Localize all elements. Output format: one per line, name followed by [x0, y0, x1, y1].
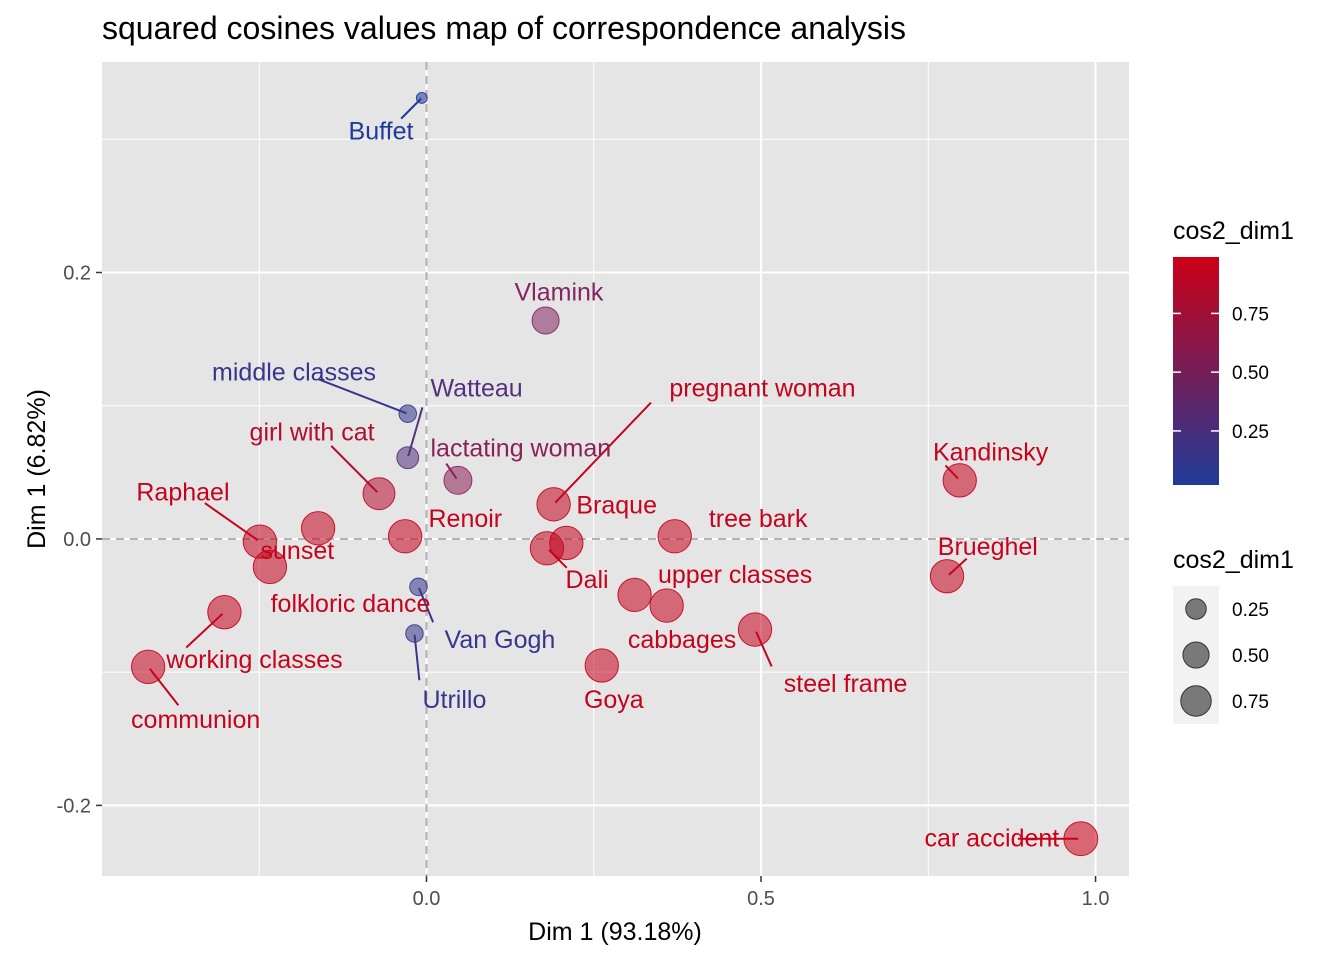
point-label: Renoir [428, 505, 502, 533]
point-label: upper classes [658, 561, 812, 589]
size-legend-label: 0.25 [1232, 600, 1269, 621]
point-label: Kandinsky [933, 438, 1049, 466]
size-legend-key [1185, 598, 1207, 620]
chart-title: squared cosines values map of correspond… [102, 10, 906, 46]
data-point [1063, 821, 1099, 857]
point-label: tree bark [709, 505, 808, 533]
data-point [536, 487, 571, 522]
label-leader-line [318, 378, 407, 415]
data-point [362, 477, 396, 511]
grid-minor [102, 62, 1129, 876]
size-legend-label: 0.75 [1232, 692, 1269, 713]
data-point [300, 511, 336, 546]
point-label: Vlamink [515, 278, 604, 306]
y-tick-label: -0.2 [57, 795, 91, 817]
size-legend: cos2_dim1 0.25 0.50 0.75 [1173, 546, 1294, 724]
data-point [531, 306, 560, 335]
data-point [443, 465, 473, 495]
plot-panel [102, 62, 1129, 876]
point-label: communion [131, 706, 260, 734]
data-point [929, 559, 965, 594]
data-points [131, 92, 1099, 857]
data-point [415, 92, 428, 104]
data-point [252, 549, 288, 585]
point-label: Watteau [431, 374, 523, 402]
axis-ticks: 0.0 0.5 1.0 -0.2 0.0 0.2 [57, 262, 1110, 910]
data-point [409, 577, 428, 597]
data-point [387, 519, 423, 554]
point-label: Utrillo [422, 686, 486, 714]
point-label: working classes [165, 646, 342, 674]
color-bar [1173, 257, 1219, 485]
point-label: steel frame [784, 670, 908, 698]
point-label: Buffet [349, 117, 414, 145]
data-point [529, 531, 565, 566]
point-label: Braque [576, 492, 657, 520]
size-legend-label: 0.50 [1232, 646, 1269, 667]
point-label: lactating woman [431, 434, 612, 462]
point-label: folkloric dance [271, 590, 431, 618]
data-point [617, 577, 652, 613]
size-legend-key [1180, 685, 1212, 717]
x-tick-label: 0.0 [413, 888, 441, 910]
color-legend-label: 0.25 [1232, 422, 1269, 443]
point-label: car accident [924, 825, 1059, 853]
data-point [584, 648, 619, 683]
point-label: Brueghel [938, 533, 1038, 561]
point-label: Raphael [136, 478, 229, 506]
size-legend-title: cos2_dim1 [1173, 546, 1294, 574]
data-point [396, 446, 420, 470]
point-label: pregnant woman [669, 374, 855, 402]
data-point [405, 624, 424, 643]
x-tick-label: 0.5 [747, 888, 775, 910]
point-label: Dali [566, 566, 609, 594]
data-point [131, 649, 166, 684]
x-axis-title: Dim 1 (93.18%) [528, 918, 702, 946]
color-legend-title: cos2_dim1 [1173, 217, 1294, 245]
x-tick-label: 1.0 [1082, 888, 1110, 910]
data-point [942, 463, 977, 498]
point-label: Goya [584, 686, 644, 714]
data-point [649, 588, 684, 623]
point-label: girl with cat [250, 418, 375, 446]
label-leader-line [554, 401, 652, 504]
y-axis-title: Dim 1 (6.82%) [23, 389, 51, 549]
data-point [398, 404, 417, 423]
color-legend-label: 0.75 [1232, 304, 1269, 325]
data-point [207, 595, 242, 630]
point-label: cabbages [628, 626, 736, 654]
data-point [737, 612, 773, 647]
size-legend-key [1182, 641, 1210, 669]
color-legend: cos2_dim1 0.25 0.50 0.75 [1173, 217, 1294, 485]
point-label: sunset [261, 537, 335, 565]
point-label: middle classes [212, 358, 376, 386]
color-legend-label: 0.50 [1232, 363, 1269, 384]
data-point [657, 519, 692, 554]
point-label: Van Gogh [445, 626, 556, 654]
y-tick-label: 0.2 [63, 262, 91, 284]
y-tick-label: 0.0 [63, 529, 91, 551]
point-labels: Buffet Vlamink middle classes Watteau pregna… [131, 117, 1059, 852]
